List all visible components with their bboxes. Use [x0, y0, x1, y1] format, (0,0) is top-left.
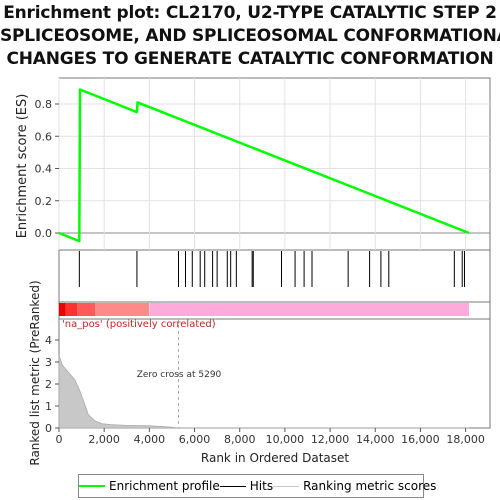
title-line: Enrichment plot: CL2170, U2-TYPE CATALYT… — [3, 3, 497, 23]
legend-swatch-black — [219, 485, 246, 487]
chart-title: Enrichment plot: CL2170, U2-TYPE CATALYT… — [0, 2, 500, 71]
x-axis-label: Rank in Ordered Dataset — [201, 451, 349, 465]
es-panel-frame — [58, 77, 491, 251]
x-tick-label: 14,000 — [356, 433, 395, 446]
x-tick-label: 4,000 — [134, 433, 166, 446]
metric-y-tick-label: 2 — [45, 378, 52, 391]
x-tick-label: 10,000 — [266, 433, 305, 446]
x-tick-label: 6,000 — [179, 433, 211, 446]
metric-panel-frame — [58, 318, 491, 429]
metric-y-tick-label: 1 — [45, 400, 52, 413]
zero-cross-label: Zero cross at 5290 — [137, 370, 222, 380]
enrichment-plot: 0.0 0.2 0.4 0.6 0.8 0 1 2 3 4 0 2,000 4,000 6,000 8,… — [15, 77, 491, 466]
legend-item-metric: Ranking metric scores — [273, 479, 436, 493]
band-positive-segment — [95, 303, 150, 316]
metric-y-tick-label: 3 — [45, 356, 52, 369]
es-y-tick-label: 0.8 — [35, 98, 53, 111]
hits-group — [78, 251, 465, 287]
x-tick-label: 2,000 — [88, 433, 120, 446]
title-line: CHANGES TO GENERATE CATALYTIC CONFORMATI… — [6, 49, 494, 69]
legend-item-enrichment: Enrichment profile — [79, 479, 220, 493]
legend-label: Ranking metric scores — [303, 479, 437, 493]
x-tick-label: 8,000 — [224, 433, 256, 446]
es-y-tick-label: 0.2 — [35, 195, 53, 208]
es-grid — [58, 78, 490, 250]
legend-label: Enrichment profile — [109, 479, 220, 493]
pos-label: 'na_pos' (positively correlated) — [62, 319, 216, 330]
es-y-tick-label: 0.0 — [35, 227, 53, 240]
x-ticks: 0 2,000 4,000 6,000 8,000 10,000 12,000 14,000 1… — [56, 428, 485, 446]
es-y-tick-label: 0.4 — [35, 163, 53, 176]
legend-item-hits: Hits — [219, 479, 274, 493]
title-line: SPLICEOSOME, AND SPLICEOSOMAL CONFORMATI… — [0, 26, 500, 46]
legend-swatch-green — [79, 485, 105, 487]
x-tick-label: 16,000 — [401, 433, 440, 446]
x-tick-label: 0 — [56, 433, 63, 446]
legend: Enrichment profile Hits Ranking metric s… — [78, 474, 436, 498]
es-y-ticks: 0.0 0.2 0.4 0.6 0.8 — [35, 98, 59, 240]
band-positive-segment — [77, 303, 96, 316]
hits-panel-frame — [58, 249, 491, 303]
rank-color-band — [59, 303, 469, 316]
metric-y-tick-label: 0 — [45, 422, 52, 435]
metric-y-tick-label: 4 — [45, 334, 52, 347]
legend-label: Hits — [249, 479, 274, 493]
band-positive-segment — [59, 303, 66, 316]
enrichment-profile-line — [58, 88, 470, 243]
x-tick-label: 18,000 — [446, 433, 485, 446]
band-negative — [150, 303, 469, 316]
es-line-group — [58, 88, 470, 243]
metric-y-axis-label: Ranked list metric (PreRanked) — [28, 280, 42, 465]
band-positive-segment — [65, 303, 78, 316]
metric-y-ticks: 0 1 2 3 4 — [45, 334, 59, 435]
es-y-tick-label: 0.6 — [35, 130, 53, 143]
legend-swatch-gray — [273, 485, 300, 487]
x-tick-label: 12,000 — [311, 433, 350, 446]
es-y-axis-label: Enrichment score (ES) — [15, 94, 30, 239]
